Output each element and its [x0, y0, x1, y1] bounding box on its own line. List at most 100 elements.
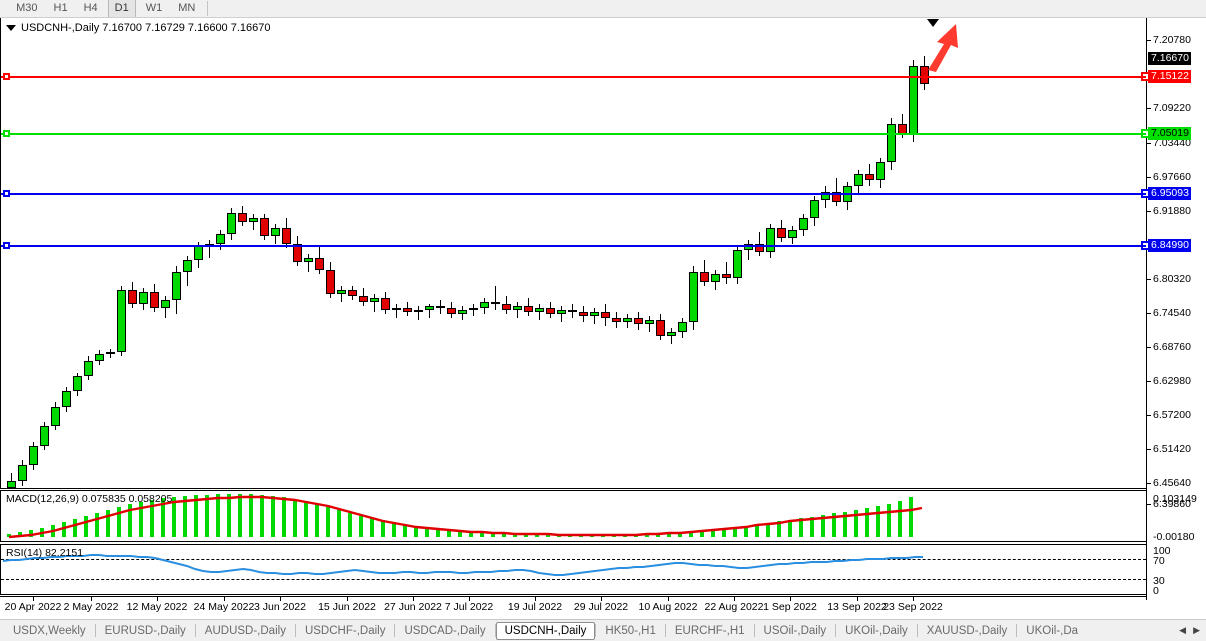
- candle-body: [403, 308, 412, 312]
- rsi-overbought-line: [1, 559, 1146, 560]
- symbol-tab-usdchf-daily[interactable]: USDCHF-,Daily: [304, 624, 386, 637]
- level-line-support-green[interactable]: [1, 133, 1146, 135]
- level-price-tag-support-blue-1[interactable]: 6.95093: [1148, 187, 1191, 200]
- symbol-tab-hk50-h1[interactable]: HK50-,H1: [605, 624, 656, 637]
- candle-body: [920, 66, 929, 84]
- scroll-left-icon[interactable]: ◀: [1179, 625, 1187, 635]
- level-price-tag-support-blue-2[interactable]: 6.84990: [1148, 239, 1191, 252]
- level-handle-support-blue-2[interactable]: [3, 242, 10, 249]
- level-handle-support-green[interactable]: [3, 130, 10, 137]
- candle-wick: [418, 306, 419, 320]
- candle-body: [810, 200, 819, 218]
- price-tick-mark: [1147, 177, 1151, 178]
- candle-wick: [594, 308, 595, 324]
- macd-histogram-bar: [392, 522, 396, 537]
- macd-tick-label: 0.103149: [1153, 493, 1197, 505]
- level-line-resistance-red[interactable]: [1, 76, 1146, 78]
- candle-body: [755, 244, 764, 252]
- candle-body: [51, 407, 60, 426]
- macd-histogram-bar: [645, 534, 649, 537]
- time-axis-label: 13 Sep 2022: [827, 601, 887, 613]
- tab-scroll-controls: ◀ ▶: [1179, 625, 1206, 636]
- candle-body: [73, 376, 82, 391]
- candle-wick: [671, 328, 672, 344]
- candle-wick: [748, 240, 749, 260]
- candle-body: [689, 272, 698, 322]
- macd-histogram-bar: [106, 510, 110, 537]
- level-price-tag-support-green[interactable]: 7.05019: [1148, 127, 1191, 140]
- level-line-support-blue-1[interactable]: [1, 193, 1146, 195]
- candle-body: [293, 244, 302, 262]
- candle-body: [799, 218, 808, 230]
- symbol-tab-usdcad-daily[interactable]: USDCAD-,Daily: [404, 624, 486, 637]
- symbol-tab-usdcnh-daily[interactable]: USDCNH-,Daily: [495, 621, 596, 640]
- candle-body: [315, 258, 324, 270]
- timeframe-button-5[interactable]: 5: [0, 0, 6, 17]
- price-tick-label: 7.03440: [1153, 137, 1191, 149]
- candle-wick: [517, 302, 518, 318]
- current-price-tag: 7.16670: [1148, 52, 1191, 65]
- timeframe-button-h1[interactable]: H1: [53, 2, 68, 14]
- macd-histogram-bar: [205, 495, 209, 537]
- timeframe-button-mn[interactable]: MN: [178, 2, 196, 14]
- chevron-down-icon[interactable]: [6, 25, 16, 31]
- symbol-tab-ukoil-da[interactable]: UKOil-,Da: [1026, 624, 1079, 637]
- timeframe-button-m30[interactable]: M30: [16, 2, 38, 14]
- symbol-tab-audusd-daily[interactable]: AUDUSD-,Daily: [204, 624, 286, 637]
- price-tick-mark: [1147, 381, 1151, 382]
- chart-symbol-tab-bar: USDX,Weekly EURUSD-,Daily AUDUSD-,Daily USD…: [0, 619, 1206, 641]
- price-tick-mark: [1147, 143, 1151, 144]
- scroll-right-icon[interactable]: ▶: [1193, 625, 1200, 635]
- tab-separator: [835, 624, 837, 637]
- symbol-tab-usdx-weekly[interactable]: USDX,Weekly: [13, 624, 86, 637]
- candle-body: [821, 192, 830, 200]
- symbol-tab-xauusd-daily[interactable]: XAUUSD-,Daily: [926, 624, 1008, 637]
- candle-body: [62, 391, 71, 407]
- time-axis[interactable]: 20 Apr 2022 2 May 2022 12 May 2022 24 May 2…: [0, 596, 1146, 618]
- candle-body: [194, 246, 203, 260]
- time-tick-mark: [33, 597, 34, 601]
- candle-body: [766, 228, 775, 252]
- symbol-tab-eurusd-daily[interactable]: EURUSD-,Daily: [104, 624, 186, 637]
- bullish-breakout-arrow-icon[interactable]: [926, 22, 986, 72]
- macd-histogram-bar: [436, 528, 440, 537]
- timeframe-button-w1[interactable]: W1: [145, 2, 163, 14]
- price-tick-mark: [1147, 108, 1151, 109]
- candle-body: [887, 124, 896, 162]
- timeframe-button-h4[interactable]: H4: [83, 2, 98, 14]
- time-axis-label: 22 Aug 2022: [704, 601, 764, 613]
- symbol-tab-ukoil-daily[interactable]: UKOil-,Daily: [845, 624, 908, 637]
- macd-histogram-bar: [447, 529, 451, 537]
- candle-body: [733, 250, 742, 278]
- candle-body: [29, 446, 38, 465]
- candle-body: [172, 272, 181, 300]
- macd-histogram-bar: [62, 522, 66, 537]
- rsi-indicator-pane[interactable]: RSI(14) 82.2151: [0, 544, 1146, 595]
- price-chart-pane[interactable]: [0, 18, 1146, 489]
- timeframe-button-d1[interactable]: D1: [107, 0, 136, 17]
- macd-histogram-bar: [865, 508, 869, 537]
- candle-wick: [341, 286, 342, 302]
- macd-histogram-bar: [150, 500, 154, 537]
- macd-histogram-bar: [293, 499, 297, 537]
- macd-histogram-bar: [18, 532, 22, 537]
- candle-body: [491, 302, 500, 304]
- symbol-tab-eurchf-h1[interactable]: EURCHF-,H1: [674, 624, 745, 637]
- price-scale-axis[interactable]: 7.207807.092207.034406.976606.918806.861…: [1141, 18, 1206, 600]
- candle-body: [392, 308, 401, 310]
- macd-histogram-bar: [480, 531, 484, 537]
- level-handle-support-blue-1[interactable]: [3, 190, 10, 197]
- level-price-tag-resistance-red[interactable]: 7.15122: [1148, 70, 1191, 83]
- candle-body: [326, 270, 335, 294]
- macd-histogram-bar: [700, 530, 704, 537]
- candle-body: [337, 290, 346, 294]
- candle-body: [601, 312, 610, 318]
- rsi-oversold-line: [1, 579, 1146, 580]
- level-handle-resistance-red[interactable]: [3, 73, 10, 80]
- symbol-tab-usoil-daily[interactable]: USOil-,Daily: [763, 624, 827, 637]
- macd-histogram-bar: [491, 532, 495, 537]
- level-line-support-blue-2[interactable]: [1, 245, 1146, 247]
- macd-indicator-pane[interactable]: MACD(12,26,9) 0.075835 0.058205: [0, 490, 1146, 542]
- macd-label: MACD(12,26,9) 0.075835 0.058205: [6, 493, 173, 505]
- price-tick-mark: [1147, 347, 1151, 348]
